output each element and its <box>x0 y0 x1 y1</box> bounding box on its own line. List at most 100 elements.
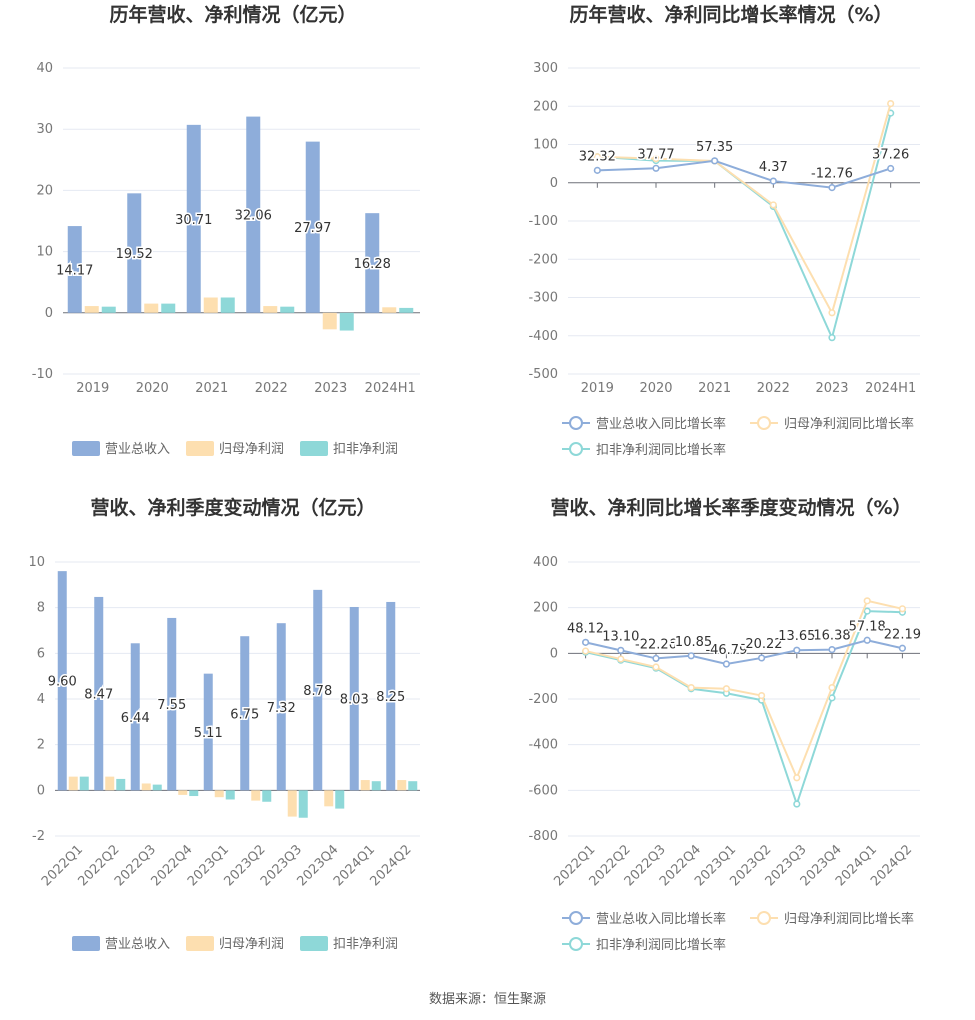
line-revenue-growth <box>585 639 903 666</box>
bar-net-profit <box>68 776 78 791</box>
bar-revenue <box>313 589 323 791</box>
bar-revenue <box>240 636 250 791</box>
y-tick-label: -100 <box>528 214 558 229</box>
point-revenue-growth <box>898 644 907 652</box>
line-net-profit-growth <box>597 103 892 316</box>
y-tick-label: 20 <box>36 183 53 198</box>
x-tick-label: 2019 <box>581 381 614 396</box>
x-tick-label: 2023 <box>314 381 347 396</box>
legend-label: 扣非净利润同比增长率 <box>596 937 726 953</box>
legend-marker <box>569 416 583 430</box>
bar-revenue <box>365 213 380 313</box>
point-revenue-growth <box>617 646 625 654</box>
bar-net-profit <box>214 790 224 798</box>
bar-revenue <box>130 643 140 791</box>
legend-swatch <box>186 441 214 456</box>
bar-deducted-profit <box>79 776 89 791</box>
data-label: 9.60 <box>48 675 77 690</box>
legend-label: 营业总收入同比增长率 <box>596 416 726 432</box>
legend-marker <box>569 442 583 456</box>
y-tick-label: 10 <box>28 555 45 570</box>
data-label: 8.78 <box>303 684 332 699</box>
chart-annual-amounts: 历年营收、净利情况（亿元） -10 0 10 20 30 40 2019 2020 2021 202… <box>0 0 488 480</box>
data-label: 16.38 <box>813 629 850 644</box>
x-tick-label: 2024H1 <box>865 381 916 396</box>
point-net-profit-growth <box>769 201 777 209</box>
point-revenue-growth <box>581 638 590 646</box>
data-label: 7.55 <box>157 698 186 713</box>
point-net-profit-growth <box>652 663 660 671</box>
point-revenue-growth <box>828 645 836 654</box>
point-revenue-growth <box>758 654 766 662</box>
legend-label: 营业总收入 <box>105 937 170 952</box>
data-label: 7.32 <box>267 701 296 716</box>
data-label: -12.76 <box>811 167 853 182</box>
bar-deducted-profit <box>262 790 272 802</box>
data-label: 22.19 <box>884 627 921 642</box>
data-label: 27.97 <box>294 221 331 236</box>
data-label: 8.47 <box>84 688 113 703</box>
legend-marker <box>569 911 583 925</box>
chart-quarterly-growth: 营收、净利同比增长率季度变动情况（%） -800 -600 -400 -200 0 200 4… <box>488 490 975 970</box>
y-tick-label: 8 <box>37 601 45 616</box>
y-tick-label: 40 <box>36 61 53 76</box>
y-tick-label: 200 <box>533 99 558 114</box>
point-revenue-growth <box>828 184 836 192</box>
point-revenue-growth <box>652 164 660 172</box>
data-label: 8.25 <box>376 690 405 705</box>
bar-revenue <box>386 601 396 791</box>
bar-revenue <box>349 606 359 791</box>
y-tick-label: -800 <box>528 829 558 844</box>
x-tick-label: 2020 <box>639 381 672 396</box>
point-net-profit-growth <box>593 153 601 161</box>
y-tick-label: 0 <box>550 176 558 191</box>
y-tick-label: -400 <box>528 738 558 753</box>
data-label: 57.18 <box>849 619 886 634</box>
point-revenue-growth <box>711 157 719 165</box>
bar-revenue <box>94 596 104 791</box>
y-tick-label: -400 <box>528 329 558 344</box>
data-label: 57.35 <box>696 140 733 155</box>
point-net-profit-growth <box>887 99 895 108</box>
point-net-profit-growth <box>617 655 625 663</box>
x-tick-label: 2021 <box>195 381 228 396</box>
x-tick-label: 2020 <box>136 381 169 396</box>
point-revenue-growth <box>652 654 660 663</box>
bar-net-profit <box>178 790 188 795</box>
bar-net-profit <box>144 303 159 313</box>
data-label: 37.77 <box>637 147 674 162</box>
data-label: 32.06 <box>235 209 272 224</box>
point-net-profit-growth <box>793 774 801 782</box>
legend-label: 归母净利润同比增长率 <box>784 416 914 432</box>
bar-revenue <box>305 141 320 313</box>
legend-label: 扣非净利润同比增长率 <box>596 442 726 458</box>
point-net-profit-growth <box>828 683 836 692</box>
data-label: 5.11 <box>194 726 223 741</box>
bar-net-profit <box>322 312 337 330</box>
bar-deducted-profit <box>335 790 345 809</box>
data-source-note: 数据来源：恒生聚源 <box>428 992 546 1007</box>
point-revenue-growth <box>722 660 730 668</box>
annual-amounts-svg: 历年营收、净利情况（亿元） -10 0 10 20 30 40 2019 2020 2021 202… <box>32 3 420 457</box>
bar-revenue <box>246 116 261 313</box>
bar-revenue <box>57 571 67 791</box>
point-revenue-growth <box>687 652 695 660</box>
quarterly-growth-svg: 营收、净利同比增长率季度变动情况（%） -800 -600 -400 -200 0 200 4… <box>528 496 922 953</box>
x-tick-label: 2024Q2 <box>367 842 414 889</box>
line-revenue-growth <box>597 159 891 189</box>
chart-title: 历年营收、净利同比增长率情况（%） <box>569 3 892 26</box>
point-net-profit-growth <box>863 597 871 605</box>
data-label: -20.22 <box>741 637 783 652</box>
bar-net-profit <box>382 307 397 313</box>
legend-marker <box>569 937 583 951</box>
bar-revenue <box>67 226 82 313</box>
y-tick-label: 10 <box>36 245 53 260</box>
bar-revenue <box>167 617 177 791</box>
legend-label: 归母净利润 <box>219 937 284 952</box>
bar-deducted-profit <box>152 784 162 791</box>
legend-label: 归母净利润同比增长率 <box>784 911 914 927</box>
bar-deducted-profit <box>220 297 235 313</box>
x-tick-label: 2022 <box>255 381 288 396</box>
legend-label: 营业总收入 <box>105 442 170 457</box>
y-tick-label: -500 <box>528 367 558 382</box>
